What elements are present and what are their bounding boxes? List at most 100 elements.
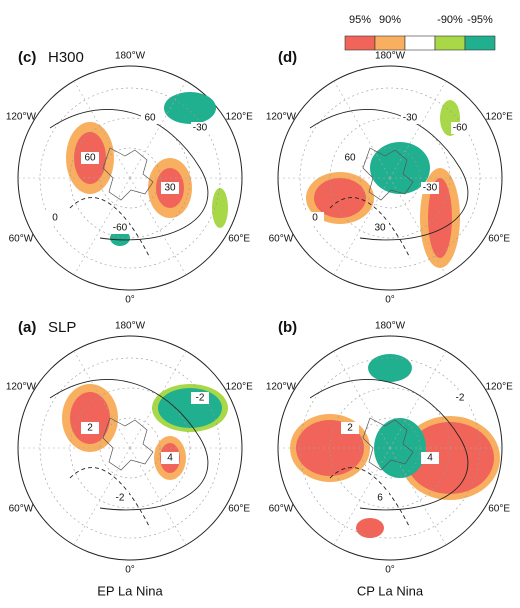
meridian bbox=[73, 350, 131, 449]
contour-label: 0 bbox=[312, 213, 318, 224]
contour-label: 2 bbox=[87, 423, 93, 434]
longitude-label: 120°E bbox=[225, 112, 253, 123]
contour-label: -30 bbox=[193, 123, 208, 134]
significance-area bbox=[158, 388, 222, 428]
contour-label: 0 bbox=[52, 213, 58, 224]
longitude-label: 60°W bbox=[9, 234, 34, 245]
longitude-label: 120°E bbox=[485, 112, 513, 123]
contour bbox=[69, 467, 151, 529]
contour-label: 4 bbox=[427, 453, 433, 464]
contour-label: 30 bbox=[164, 183, 176, 194]
contour bbox=[309, 109, 469, 241]
meridian bbox=[129, 447, 187, 546]
contour-label-bg bbox=[341, 152, 359, 164]
contour-label-bg bbox=[111, 222, 129, 234]
meridian bbox=[333, 447, 391, 546]
meridian bbox=[333, 177, 391, 276]
legend-label: 95% bbox=[349, 14, 371, 26]
coastline bbox=[102, 147, 154, 201]
meridian bbox=[389, 350, 447, 449]
map-panel: 180°W 120°E 60°E 0° 60°W 120°W 60 -30 -60 30 0 -30 (… bbox=[266, 49, 513, 306]
longitude-label: 120°W bbox=[266, 112, 297, 123]
contour-label-bg bbox=[81, 422, 99, 434]
contour bbox=[69, 197, 151, 259]
contour bbox=[309, 379, 469, 511]
longitude-label: 120°W bbox=[266, 382, 297, 393]
longitude-label: 60°W bbox=[269, 504, 294, 515]
longitude-label: 180°W bbox=[115, 51, 146, 62]
contour-label-bg bbox=[421, 452, 439, 464]
map-panel: 180°W 120°E 60°E 0° 60°W 120°W 60 30 -30 -60 0 60 (c… bbox=[6, 49, 253, 306]
longitude-label: 0° bbox=[385, 565, 395, 576]
contour-label-bg bbox=[111, 492, 129, 504]
longitude-label: 60°E bbox=[488, 234, 510, 245]
legend-swatch bbox=[434, 35, 466, 51]
longitude-label: 180°W bbox=[375, 51, 406, 62]
contour-label: 60 bbox=[344, 153, 356, 164]
contour-label: -30 bbox=[403, 113, 418, 124]
map-panel: 180°W 120°E 60°E 0° 60°W 120°W 2 4 -2 -2 (a) SLP bbox=[6, 319, 253, 576]
longitude-label: 120°W bbox=[6, 382, 37, 393]
significance-area bbox=[428, 178, 452, 258]
significance-area bbox=[370, 142, 430, 194]
contour-label: -2 bbox=[196, 393, 205, 404]
contour-label-bg bbox=[306, 212, 324, 224]
longitude-label: 120°E bbox=[225, 382, 253, 393]
longitude-label: 0° bbox=[125, 565, 135, 576]
contour-label: 30 bbox=[374, 223, 386, 234]
contour-label-bg bbox=[371, 492, 389, 504]
contour bbox=[49, 109, 209, 241]
contour-label: 60 bbox=[84, 153, 96, 164]
contour bbox=[329, 467, 411, 529]
meridian bbox=[129, 177, 187, 276]
contour-label: -60 bbox=[113, 223, 128, 234]
contour-label: 4 bbox=[167, 453, 173, 464]
contour-label-bg bbox=[46, 212, 64, 224]
coastline bbox=[362, 147, 414, 201]
significance-area bbox=[356, 518, 384, 538]
longitude-label: 180°W bbox=[375, 321, 406, 332]
row-label: EP La Nina bbox=[97, 583, 163, 598]
significance-area bbox=[212, 188, 228, 228]
panel-label: (b) bbox=[278, 319, 297, 336]
contour bbox=[329, 197, 411, 259]
contour-label-bg bbox=[161, 452, 179, 464]
meridian bbox=[73, 80, 131, 179]
longitude-label: 60°W bbox=[269, 234, 294, 245]
map-panel: 180°W 120°E 60°E 0° 60°W 120°W 2 4 -2 6 (b) bbox=[266, 319, 513, 576]
significance-area bbox=[314, 178, 366, 218]
contour-label-bg bbox=[451, 392, 469, 404]
contour-label: -2 bbox=[456, 393, 465, 404]
longitude-label: 120°W bbox=[6, 112, 37, 123]
panel-label: (a) bbox=[18, 319, 36, 336]
legend-label: -95% bbox=[467, 14, 493, 26]
contour-label-bg bbox=[451, 122, 469, 134]
legend-swatch bbox=[374, 35, 406, 51]
legend-label: -90% bbox=[437, 14, 463, 26]
panel-label: (d) bbox=[278, 49, 297, 66]
contour-label-bg bbox=[81, 152, 99, 164]
row-label: CP La Nina bbox=[357, 583, 424, 598]
significance-area bbox=[164, 92, 216, 124]
meridian bbox=[389, 447, 447, 546]
longitude-label: 60°E bbox=[488, 504, 510, 515]
panel-title: SLP bbox=[48, 319, 76, 336]
longitude-label: 120°E bbox=[485, 382, 513, 393]
contour-label: -2 bbox=[116, 493, 125, 504]
meridian bbox=[129, 350, 187, 449]
contour-label-bg bbox=[191, 122, 209, 134]
longitude-label: 0° bbox=[125, 295, 135, 306]
longitude-label: 60°E bbox=[228, 234, 250, 245]
coastline bbox=[362, 417, 414, 471]
panel-label: (c) bbox=[18, 49, 36, 66]
contour-label: -60 bbox=[453, 123, 468, 134]
contour bbox=[49, 379, 209, 511]
legend-swatch bbox=[464, 35, 496, 51]
contour-label-bg bbox=[371, 222, 389, 234]
significance-area bbox=[70, 392, 110, 444]
contour-label-bg bbox=[421, 182, 439, 194]
meridian bbox=[389, 80, 447, 179]
contour-label: -30 bbox=[423, 183, 438, 194]
longitude-label: 180°W bbox=[115, 321, 146, 332]
